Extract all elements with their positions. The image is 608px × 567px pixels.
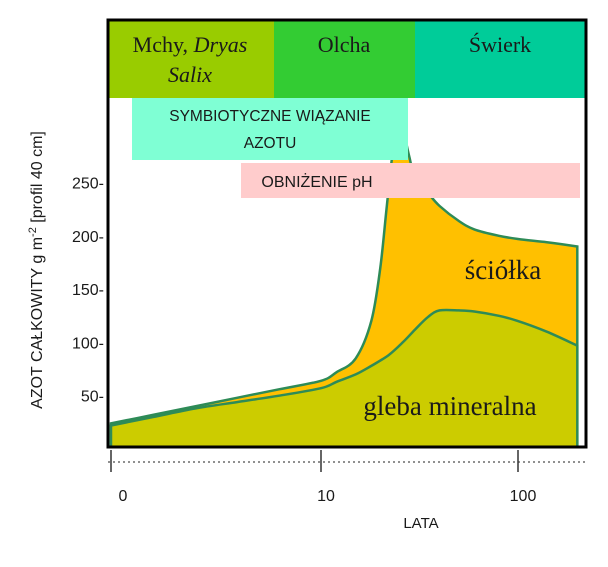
stage-label-spruce: Świerk xyxy=(469,32,531,57)
series-area-mineral-soil xyxy=(109,308,579,449)
x-tick-label: 0 xyxy=(119,488,128,505)
process-bars: SYMBIOTYCZNE WIĄZANIE AZOTU OBNIŻENIE pH xyxy=(132,98,580,198)
x-tick-label: 100 xyxy=(510,488,537,505)
stage-band-alder xyxy=(274,20,415,98)
stage-header: Mchy, Dryas Salix Olcha Świerk xyxy=(108,20,586,98)
stage-label-salix: Salix xyxy=(168,62,212,87)
y-tick-label: 100- xyxy=(72,335,104,352)
y-axis-ticks: 50- 100- 150- 200- 250- xyxy=(72,176,104,406)
plot-frame xyxy=(106,18,588,449)
process-label-symbiotic-line1: SYMBIOTYCZNE WIĄZANIE xyxy=(169,108,371,125)
series-label-mineral-soil: gleba mineralna xyxy=(363,391,536,421)
series-label-litter: ściółka xyxy=(465,255,541,285)
y-tick-label: 250- xyxy=(72,176,104,193)
y-tick-label: 50- xyxy=(81,389,104,406)
process-label-ph-decrease: OBNIŻENIE pH xyxy=(261,172,372,191)
process-label-symbiotic-line2: AZOTU xyxy=(244,135,297,152)
stage-label-alder: Olcha xyxy=(318,32,371,57)
stage-band-moss-dryas xyxy=(108,20,274,98)
y-tick-label: 150- xyxy=(72,282,104,299)
stage-label-moss-dryas: Mchy, Dryas xyxy=(133,32,248,57)
process-bar-symbiotic-fixation xyxy=(132,98,408,160)
x-tick-label: 10 xyxy=(317,488,335,505)
stage-band-spruce xyxy=(415,20,586,98)
process-bar-ph-decrease xyxy=(241,163,580,198)
y-axis-title: AZOT CAŁKOWITY g m-2 [profil 40 cm] xyxy=(27,131,46,409)
x-axis-ticks: 0 10 100 xyxy=(110,450,537,505)
y-tick-label: 200- xyxy=(72,229,104,246)
x-axis-title: LATA xyxy=(403,515,438,532)
